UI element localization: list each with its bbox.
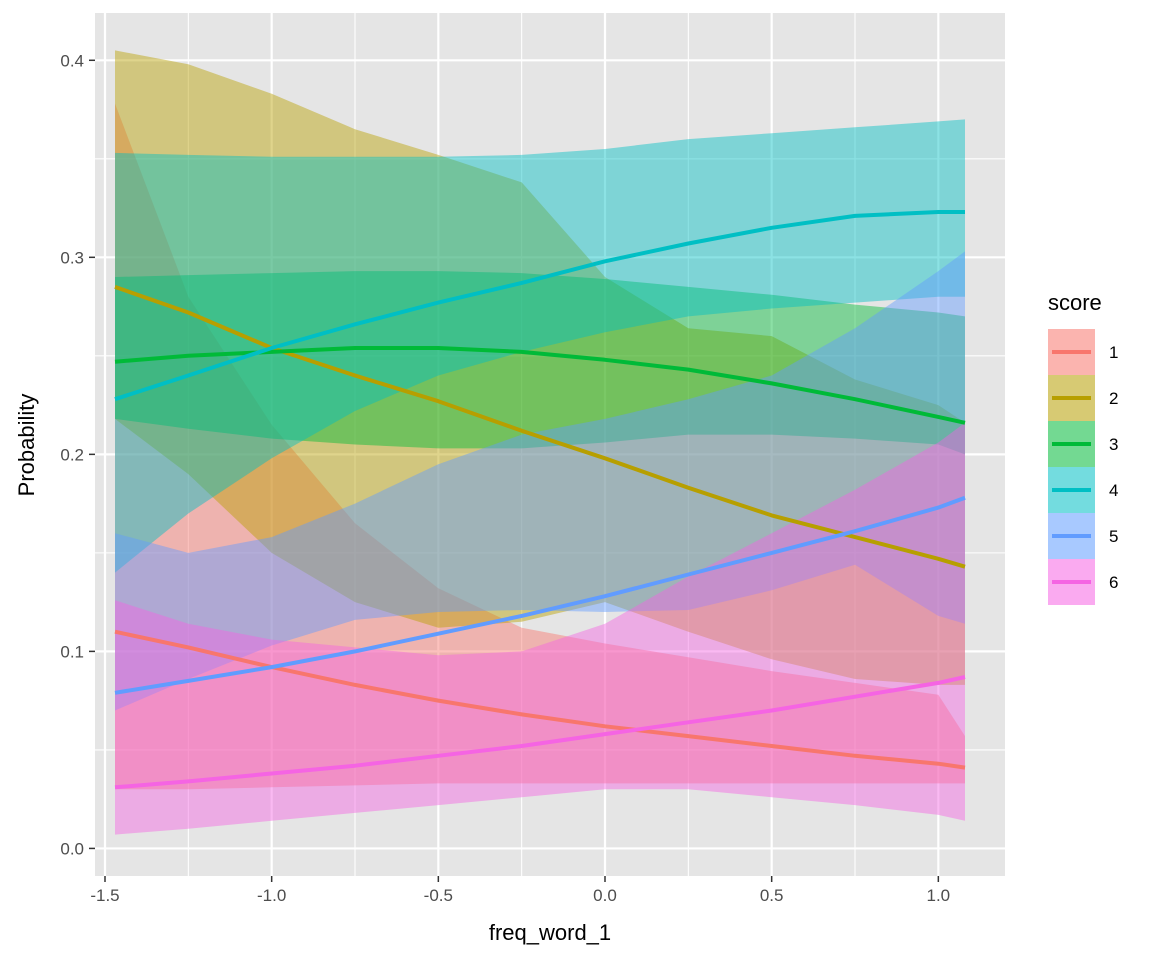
line-series-5: [114, 495, 966, 695]
plot-panel: [95, 13, 1005, 876]
legend-label: 3: [1109, 435, 1118, 454]
band-series-5: [115, 251, 965, 711]
legend-label: 2: [1109, 389, 1118, 408]
x-tick-label: 1.0: [927, 886, 951, 905]
line-series-4: [114, 210, 965, 402]
y-tick-label: 0.0: [60, 839, 84, 858]
x-tick-label: -0.5: [424, 886, 453, 905]
legend-label: 6: [1109, 573, 1118, 592]
x-tick-label: 0.5: [760, 886, 784, 905]
y-tick-label: 0.2: [60, 445, 84, 464]
x-tick-label: -1.5: [90, 886, 119, 905]
y-axis-title: Probability: [14, 394, 39, 497]
legend-label: 4: [1109, 481, 1118, 500]
band-series-1: [115, 103, 965, 790]
y-tick-label: 0.1: [60, 642, 84, 661]
line-series-6: [114, 675, 966, 790]
y-tick-label: 0.3: [60, 248, 84, 267]
band-series-2: [115, 50, 965, 685]
y-axis: 0.0 0.1 0.2 0.3 0.4: [60, 51, 95, 858]
legend-title: score: [1048, 290, 1102, 315]
band-series-3: [115, 271, 965, 455]
legend-label: 1: [1109, 343, 1118, 362]
x-tick-label: -1.0: [257, 886, 286, 905]
band-series-6: [115, 422, 965, 835]
line-series-1: [114, 629, 966, 770]
legend: score 1 2 3 4 5 6: [1048, 290, 1118, 605]
y-tick-label: 0.4: [60, 51, 84, 70]
x-axis-title: freq_word_1: [489, 920, 611, 945]
line-series-2: [114, 285, 966, 569]
legend-label: 5: [1109, 527, 1118, 546]
x-tick-label: 0.0: [593, 886, 617, 905]
x-axis: -1.5 -1.0 -0.5 0.0 0.5 1.0: [90, 876, 950, 905]
grid-major: [95, 13, 1005, 876]
series-lines: [114, 210, 966, 790]
